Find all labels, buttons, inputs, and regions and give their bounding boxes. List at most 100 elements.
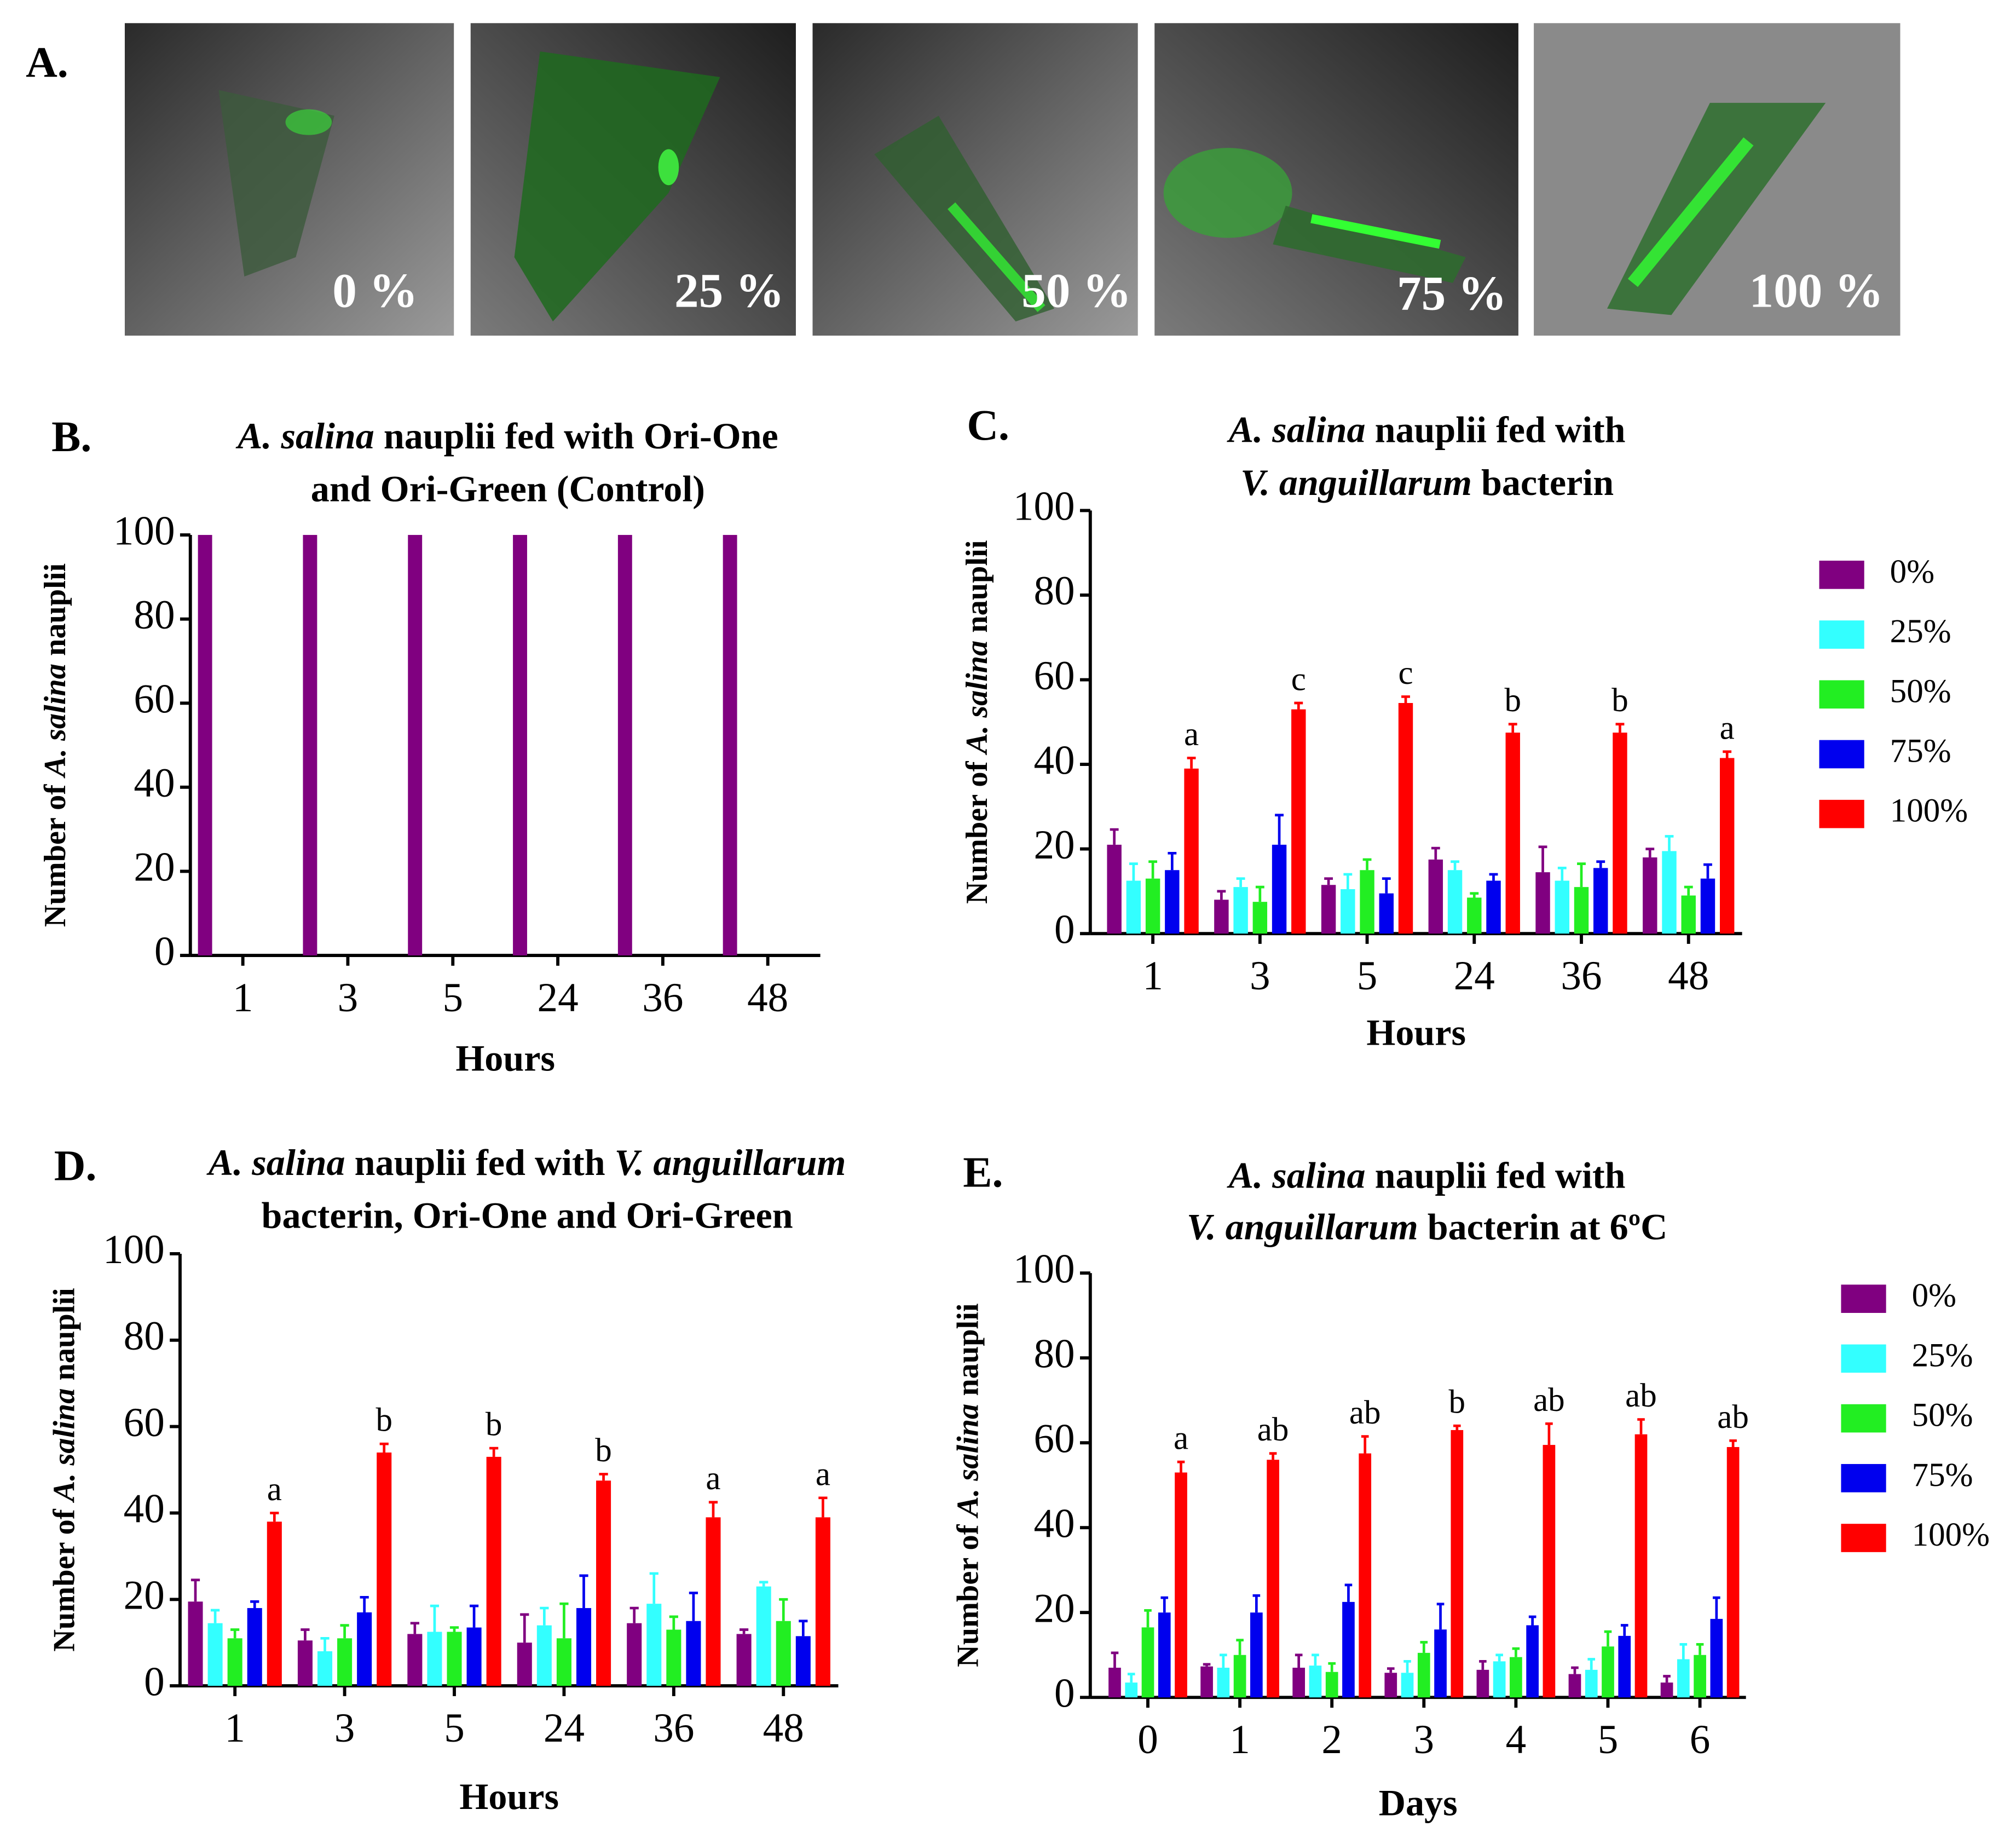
error-bar [629, 1606, 639, 1623]
significance-label: ab [1717, 1399, 1749, 1436]
bar [1417, 1652, 1430, 1698]
chart-title: A. salina nauplii fed with [1227, 1154, 1626, 1196]
y-axis-label: Number of A. salina nauplii [960, 540, 994, 904]
bar [1141, 1627, 1154, 1698]
bar [686, 1621, 701, 1686]
text-segment: nauplii [951, 1303, 985, 1403]
bar [227, 1638, 242, 1686]
bar [1476, 1669, 1489, 1698]
bar [1107, 844, 1122, 934]
x-tick-label: 5 [442, 975, 463, 1021]
error-bar [1495, 1653, 1503, 1662]
x-tick-label: 5 [444, 1705, 465, 1751]
error-bar [1436, 1603, 1445, 1630]
chart-title: A. salina nauplii fed with [1227, 408, 1626, 450]
error-bar [1663, 1675, 1671, 1683]
legend-label: 25% [1890, 613, 1951, 650]
text-segment: A. salina [235, 415, 374, 457]
bar [466, 1627, 482, 1686]
error-bar [759, 1581, 769, 1587]
error-bar [1703, 863, 1712, 879]
error-bar [489, 1447, 499, 1457]
error-bar [1236, 1639, 1244, 1655]
bar [1401, 1673, 1414, 1698]
error-bar [1596, 860, 1605, 868]
y-tick-label: 20 [124, 1573, 165, 1618]
error-bar [1453, 1424, 1461, 1430]
x-axis-label: Days [1379, 1782, 1458, 1824]
error-bar [430, 1604, 440, 1632]
text-segment: nauplii fed with Ori-One [374, 415, 778, 457]
significance-label: b [486, 1407, 502, 1443]
x-tick-label: 24 [538, 975, 579, 1021]
panel-label: A. [26, 38, 68, 87]
panel-label: B. [51, 413, 91, 461]
error-bar [1187, 757, 1196, 769]
bar [1233, 1655, 1246, 1698]
bar [1543, 1445, 1556, 1698]
error-bar [1479, 1660, 1487, 1670]
bar [1217, 1667, 1230, 1698]
bar [736, 1634, 752, 1686]
y-axis-label: Number of A. salina nauplii [47, 1288, 81, 1652]
bar [627, 1623, 642, 1686]
significance-label: ab [1625, 1378, 1657, 1414]
bar [576, 1608, 592, 1686]
text-segment: A. salina [47, 1388, 81, 1503]
bar [1434, 1629, 1447, 1698]
micrograph: 75 % [1154, 23, 1518, 336]
error-bar [739, 1628, 749, 1634]
bar [1379, 893, 1394, 934]
error-bar [579, 1574, 588, 1609]
legend-label: 100% [1890, 793, 1968, 829]
text-segment: A. salina [1227, 408, 1366, 450]
legend-swatch [1841, 1404, 1886, 1433]
bar [1555, 880, 1569, 934]
x-tick-label: 36 [642, 975, 683, 1021]
bar [1175, 1472, 1187, 1698]
text-segment: V. anguillarum [1240, 461, 1472, 503]
bar [1325, 1672, 1338, 1698]
x-tick-label: 3 [334, 1705, 355, 1751]
error-bar [1328, 1662, 1336, 1672]
x-axis-label: Hours [1366, 1012, 1466, 1053]
x-tick-label: 36 [653, 1705, 694, 1751]
error-bar [1431, 846, 1440, 860]
bar [795, 1636, 811, 1686]
bar [1398, 703, 1413, 934]
bar [337, 1638, 353, 1686]
error-bar [250, 1600, 259, 1609]
text-segment: Number of [47, 1501, 81, 1651]
text-segment: bacterin at 6ºC [1418, 1206, 1668, 1247]
legend-swatch [1841, 1463, 1886, 1493]
error-bar [340, 1624, 349, 1639]
bar [1593, 868, 1608, 934]
legend-label: 25% [1912, 1337, 1973, 1374]
error-bar [599, 1473, 608, 1481]
bar [427, 1632, 442, 1686]
legend-label: 100% [1912, 1517, 1990, 1553]
y-tick-label: 80 [1033, 568, 1075, 614]
bar [1272, 844, 1287, 934]
bar [1467, 897, 1482, 934]
bar [1694, 1655, 1706, 1698]
x-tick-label: 4 [1506, 1717, 1527, 1762]
error-bar [1294, 701, 1303, 710]
text-segment: bacterin [1472, 461, 1614, 503]
error-bar [1129, 862, 1138, 881]
bar [1602, 1646, 1614, 1698]
error-bar [1217, 890, 1226, 900]
significance-label: b [376, 1402, 392, 1439]
error-bar [1269, 1452, 1277, 1460]
error-bar [1177, 1460, 1185, 1473]
y-tick-label: 0 [1054, 1671, 1075, 1716]
bar [1660, 1682, 1673, 1698]
error-bar [1620, 1624, 1628, 1636]
y-tick-label: 100 [1013, 1246, 1075, 1292]
chart-title: A. salina nauplii fed with V. anguillaru… [206, 1142, 846, 1183]
bar [357, 1612, 372, 1686]
x-tick-label: 1 [1142, 953, 1163, 999]
bar [1200, 1666, 1213, 1698]
x-tick-label: 48 [747, 975, 788, 1021]
error-bar [708, 1501, 718, 1518]
